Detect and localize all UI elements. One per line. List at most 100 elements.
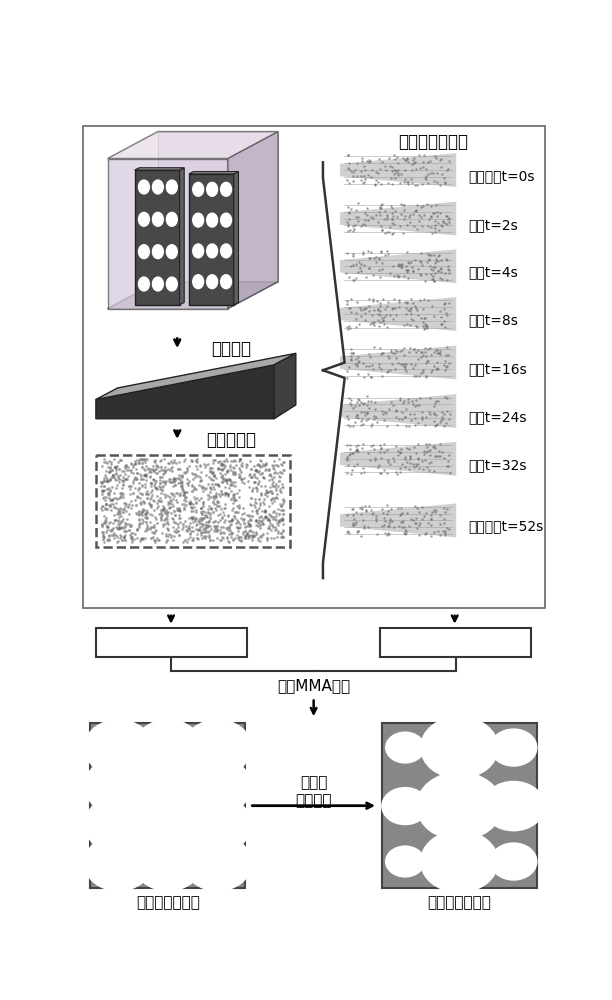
Point	[137, 504, 147, 520]
Point	[258, 527, 267, 543]
Point	[383, 348, 393, 364]
Point	[269, 509, 278, 525]
Point	[388, 300, 398, 316]
Ellipse shape	[184, 835, 252, 891]
Text: 串油孔
迭代优化: 串油孔 迭代优化	[296, 776, 332, 808]
Point	[443, 258, 453, 274]
Point	[111, 527, 121, 543]
Point	[111, 460, 121, 476]
Point	[344, 318, 354, 334]
Point	[421, 318, 431, 334]
Point	[149, 517, 159, 533]
Point	[97, 524, 107, 540]
Point	[443, 458, 453, 474]
Point	[362, 358, 371, 374]
Point	[254, 473, 264, 489]
Point	[140, 454, 149, 470]
Point	[142, 451, 152, 467]
Point	[160, 511, 170, 527]
Point	[120, 518, 130, 534]
Point	[359, 158, 369, 174]
Point	[114, 520, 124, 536]
Point	[371, 409, 381, 425]
Point	[218, 500, 228, 516]
Point	[151, 473, 161, 489]
Point	[155, 469, 165, 485]
Point	[255, 533, 265, 549]
Point	[128, 485, 138, 501]
Point	[344, 204, 354, 220]
Point	[436, 217, 446, 233]
Point	[238, 500, 248, 516]
Point	[221, 485, 231, 501]
Point	[215, 506, 225, 522]
Point	[390, 438, 400, 454]
Point	[348, 517, 357, 533]
Point	[198, 503, 208, 519]
Point	[436, 316, 446, 332]
Point	[402, 150, 412, 166]
Point	[247, 497, 256, 513]
Point	[102, 501, 111, 517]
Point	[220, 485, 230, 501]
Point	[184, 518, 194, 534]
Point	[422, 439, 431, 455]
Point	[382, 503, 392, 519]
Point	[118, 476, 128, 492]
Point	[176, 514, 185, 530]
Point	[411, 318, 420, 334]
Point	[118, 472, 127, 488]
Polygon shape	[96, 365, 274, 419]
Point	[103, 531, 113, 547]
Point	[98, 498, 108, 514]
Point	[198, 483, 208, 499]
Point	[400, 393, 409, 409]
Point	[395, 218, 405, 234]
Point	[225, 472, 234, 488]
Point	[111, 459, 121, 475]
Point	[147, 487, 157, 503]
Point	[411, 368, 421, 384]
Point	[244, 467, 254, 483]
Point	[371, 513, 381, 529]
Point	[354, 437, 364, 453]
Point	[365, 452, 375, 468]
Point	[100, 470, 110, 486]
Point	[425, 447, 435, 463]
Point	[357, 163, 367, 179]
Point	[272, 486, 282, 502]
Point	[166, 493, 176, 509]
Point	[128, 475, 138, 491]
Point	[190, 489, 200, 505]
Point	[245, 517, 255, 533]
Point	[163, 521, 173, 537]
Point	[376, 440, 386, 456]
Point	[375, 340, 385, 356]
Point	[208, 514, 218, 530]
Point	[415, 253, 425, 269]
Point	[409, 368, 419, 384]
Point	[416, 245, 426, 261]
Point	[364, 260, 374, 276]
Point	[236, 457, 245, 473]
Point	[433, 361, 443, 377]
Point	[170, 503, 179, 519]
Point	[352, 356, 362, 372]
Point	[226, 483, 236, 499]
Point	[173, 461, 183, 477]
Point	[428, 205, 438, 221]
Point	[354, 264, 364, 280]
Point	[253, 515, 263, 531]
Point	[182, 461, 192, 477]
Point	[403, 302, 413, 318]
Point	[413, 456, 423, 472]
Point	[357, 440, 367, 456]
Point	[261, 456, 271, 472]
Point	[356, 417, 366, 433]
Point	[233, 514, 243, 530]
Point	[154, 532, 164, 548]
Point	[387, 215, 397, 231]
Point	[406, 254, 416, 270]
Point	[352, 442, 362, 458]
Point	[204, 498, 214, 514]
